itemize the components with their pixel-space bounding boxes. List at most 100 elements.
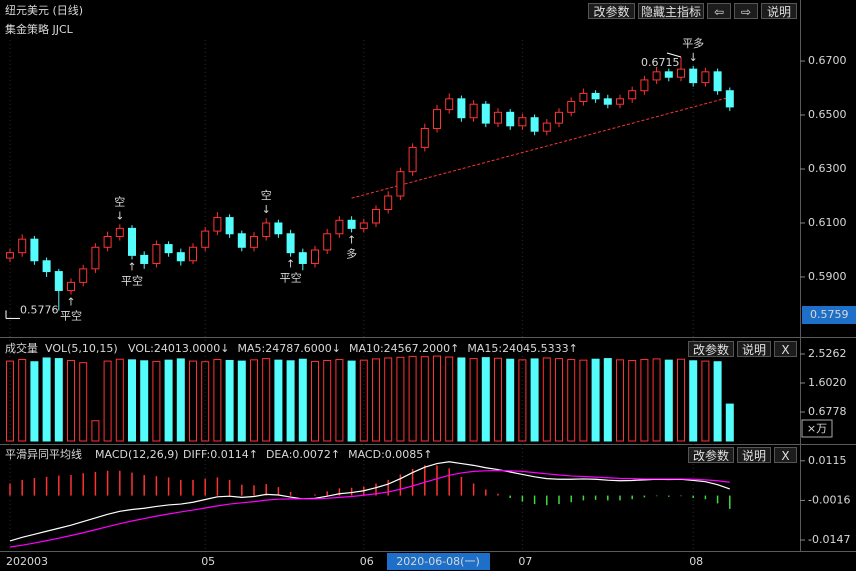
volume-bar [603, 358, 612, 442]
signal-label: 平空 [280, 271, 302, 285]
readout: MACD:0.0085↑ [348, 448, 432, 461]
candle-body [176, 252, 185, 262]
candle-body [579, 92, 588, 103]
volume-bar [298, 358, 307, 442]
volume-bar [237, 360, 246, 442]
button[interactable]: 说明 [761, 3, 797, 19]
candle-body [164, 244, 173, 254]
candle-body [140, 254, 149, 264]
candle-body [433, 109, 441, 130]
signal-arrow: ↑ [66, 296, 75, 309]
button[interactable]: 改参数 [688, 447, 734, 463]
candle-body [201, 230, 210, 248]
volume-bar [664, 359, 673, 442]
volume-bar [250, 359, 258, 442]
signal-label: 平空 [60, 309, 82, 323]
last-price-box [802, 306, 856, 324]
candle-body [628, 90, 637, 100]
button[interactable]: 改参数 [588, 3, 635, 19]
button[interactable]: X [774, 341, 797, 357]
signal-arrow: ↓ [689, 51, 698, 64]
volume-bar [591, 358, 600, 442]
volume-bar [555, 358, 563, 442]
volume-bar [445, 356, 454, 442]
volume-bar [677, 358, 685, 442]
volume-bar [616, 359, 624, 442]
button[interactable]: 改参数 [688, 341, 734, 357]
last-price: 0.5759 [810, 308, 849, 321]
candle-body [359, 222, 368, 229]
y-tick-label: 0.6500 [808, 108, 847, 121]
panel-params: VOL(5,10,15) [45, 342, 118, 355]
button[interactable]: 隐藏主指标 [638, 3, 704, 19]
candle-body [616, 98, 624, 105]
macd-line [9, 469, 730, 548]
signal-arrow: ↑ [127, 260, 136, 273]
signal-arrow: ↑ [286, 258, 295, 271]
cursor-box [387, 553, 490, 570]
candle-body [42, 260, 51, 273]
candle-body [640, 79, 649, 92]
y-tick-label: -0.0147 [808, 533, 850, 546]
candle-body [542, 122, 551, 132]
volume-bar [311, 360, 319, 442]
candle-body [213, 217, 222, 232]
volume-bar [567, 359, 576, 442]
signal-label: 平空 [121, 273, 143, 287]
low-label: 0.5776 [20, 303, 59, 316]
button[interactable]: 说明 [737, 341, 771, 357]
candle-body [347, 219, 356, 229]
x-tick-label: 07 [518, 555, 532, 568]
chart-title: 集金策略 JJCL [5, 22, 74, 36]
window-title: 纽元美元 (日线) [5, 3, 83, 17]
volume-bar [164, 359, 173, 442]
volume-bar [433, 355, 441, 442]
candle-body [103, 235, 112, 248]
candle-body [603, 98, 612, 105]
y-tick-label: 0.5900 [808, 270, 847, 283]
candle-body [30, 238, 39, 262]
candle-body [469, 103, 478, 119]
candle-body [518, 117, 527, 127]
volume-bar [128, 359, 136, 442]
volume-bar [67, 359, 75, 442]
button[interactable]: X [774, 447, 797, 463]
candle-body [274, 222, 283, 235]
candle-body [54, 271, 63, 291]
candle-body [91, 246, 100, 270]
candle-body [311, 249, 319, 264]
button[interactable]: ⇨ [734, 3, 758, 19]
candle-body [725, 90, 734, 108]
readout: MA5:24787.6000↓ [238, 342, 341, 355]
button[interactable]: 说明 [737, 447, 771, 463]
candle-body [677, 68, 685, 78]
candle-body [335, 219, 344, 235]
signal-label: 多 [346, 246, 357, 260]
volume-bar [18, 359, 27, 442]
candle-body [701, 71, 710, 84]
volume-bar [408, 355, 417, 442]
volume-bar [91, 420, 100, 442]
y-tick-label: 0.6300 [808, 162, 847, 175]
volume-bar [579, 359, 588, 442]
trend-line [351, 96, 730, 199]
signal-arrow: ↓ [262, 203, 271, 216]
candle-body [481, 103, 490, 124]
candle-body [664, 71, 673, 78]
unit-label: ×万 [807, 422, 827, 435]
candle-body [237, 233, 246, 248]
volume-bar [469, 358, 478, 442]
volume-bar [725, 403, 734, 442]
volume-bar [103, 360, 112, 442]
signal-label: 空 [114, 194, 125, 208]
volume-bar [542, 357, 551, 442]
volume-bar [347, 360, 356, 442]
volume-bar [30, 361, 39, 442]
candle-body [286, 233, 295, 254]
volume-bar [689, 360, 698, 442]
button[interactable]: ⇦ [707, 3, 731, 19]
volume-bar [506, 358, 515, 442]
volume-bar [359, 359, 368, 442]
candle-body [591, 92, 600, 100]
